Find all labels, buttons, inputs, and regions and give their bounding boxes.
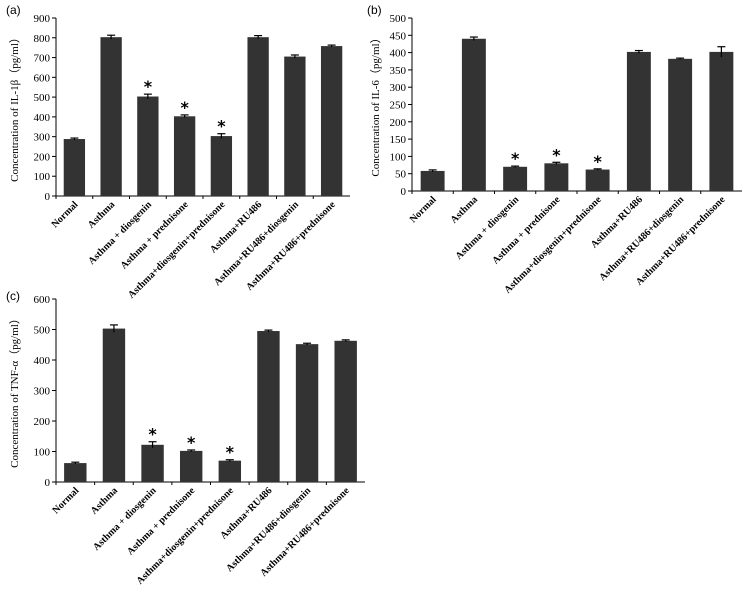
- bar-0: [420, 170, 445, 191]
- category-label: Asthma: [449, 194, 480, 225]
- y-tick-label: 100: [34, 447, 51, 459]
- bar-1: [461, 38, 486, 192]
- y-tick-label: 800: [34, 33, 51, 45]
- y-tick-label: 300: [34, 386, 51, 398]
- y-tick-label: 450: [390, 30, 407, 42]
- bar-5: [626, 51, 651, 191]
- bar-5: [247, 37, 269, 196]
- y-tick-label: 100: [34, 171, 51, 183]
- chart-panel-c: (c) 0 100 200 300 400 500 600 Concentration of T…: [6, 289, 365, 587]
- y-tick-label: 300: [390, 82, 407, 94]
- y-tick-label: 0: [401, 186, 407, 198]
- y-tick-label: 600: [34, 294, 51, 306]
- bar-1: [100, 37, 122, 196]
- bar-7: [709, 51, 734, 191]
- y-tick-label: 200: [34, 416, 51, 428]
- y-tick-label: 900: [34, 13, 51, 25]
- panel-label: (a): [6, 3, 21, 17]
- y-tick-label: 400: [34, 112, 51, 124]
- y-axis-label: Concentration of TNF-α（pg/ml）: [8, 313, 21, 468]
- y-tick-label: 0: [45, 477, 51, 489]
- bar-2: [503, 166, 528, 191]
- bar-6: [284, 56, 306, 196]
- bar-5: [257, 331, 280, 482]
- significance-marker: *: [144, 77, 153, 96]
- category-label: Asthma+RU486+diosgenin: [597, 194, 686, 283]
- y-tick-label: 200: [34, 151, 51, 163]
- category-label: Asthma + prednisone: [490, 194, 563, 267]
- category-label: Normal: [408, 194, 439, 225]
- bar-1: [102, 328, 126, 482]
- category-label: Asthma+RU486+prednisone: [634, 194, 728, 288]
- panel-label: (c): [6, 289, 20, 303]
- significance-marker: *: [226, 443, 235, 462]
- significance-marker: *: [187, 433, 196, 452]
- bar-4: [218, 460, 242, 482]
- panel-label: (b): [367, 3, 382, 17]
- y-tick-label: 600: [34, 72, 51, 84]
- y-tick-label: 700: [34, 53, 51, 65]
- bar-3: [544, 163, 569, 191]
- bar-0: [64, 463, 87, 482]
- bar-7: [334, 340, 357, 482]
- category-label: Asthma: [89, 485, 120, 516]
- bar-0: [63, 139, 86, 196]
- y-axis-label: Concentration of IL-6（pg/ml）: [369, 32, 382, 176]
- y-tick-label: 500: [390, 13, 407, 25]
- y-tick-label: 200: [390, 117, 407, 129]
- y-tick-label: 300: [34, 132, 51, 144]
- significance-marker: *: [593, 152, 602, 171]
- bar-6: [295, 344, 319, 482]
- chart-panel-a: (a) 0 100 200 300 400 500 600 700 800 900 Concentra…: [6, 3, 350, 301]
- bar-2: [137, 96, 159, 196]
- significance-marker: *: [180, 98, 189, 117]
- category-label: Asthma: [86, 199, 117, 230]
- y-tick-label: 500: [34, 325, 51, 337]
- significance-marker: *: [148, 425, 157, 444]
- category-label: Normal: [50, 485, 81, 516]
- bar-6: [668, 58, 693, 191]
- bar-3: [173, 116, 196, 196]
- category-label: Asthma + prednisone: [125, 485, 198, 558]
- y-tick-label: 400: [34, 355, 51, 367]
- bar-3: [179, 450, 203, 482]
- y-tick-label: 0: [45, 191, 51, 203]
- y-tick-label: 400: [390, 48, 407, 60]
- y-tick-label: 250: [390, 100, 407, 112]
- category-label: Normal: [50, 199, 81, 230]
- bar-7: [320, 46, 343, 197]
- chart-panel-b: (b) 0 50 100 150 200 250 300 350 400 450 500 Concent…: [367, 3, 742, 296]
- y-tick-label: 150: [390, 134, 407, 146]
- bar-4: [210, 136, 233, 196]
- significance-marker: *: [217, 117, 226, 136]
- y-axis-label: Concentration of IL-1β（pg/ml）: [8, 32, 21, 182]
- significance-marker: *: [552, 145, 561, 164]
- bar-4: [585, 169, 610, 191]
- y-tick-label: 500: [34, 92, 51, 104]
- category-label: Asthma + prednisone: [119, 199, 192, 272]
- y-tick-label: 350: [390, 65, 407, 77]
- bar-2: [141, 444, 164, 482]
- y-tick-label: 100: [390, 151, 407, 163]
- y-tick-label: 50: [395, 169, 407, 181]
- significance-marker: *: [511, 149, 520, 168]
- category-label: Asthma + diosgenin: [86, 199, 154, 267]
